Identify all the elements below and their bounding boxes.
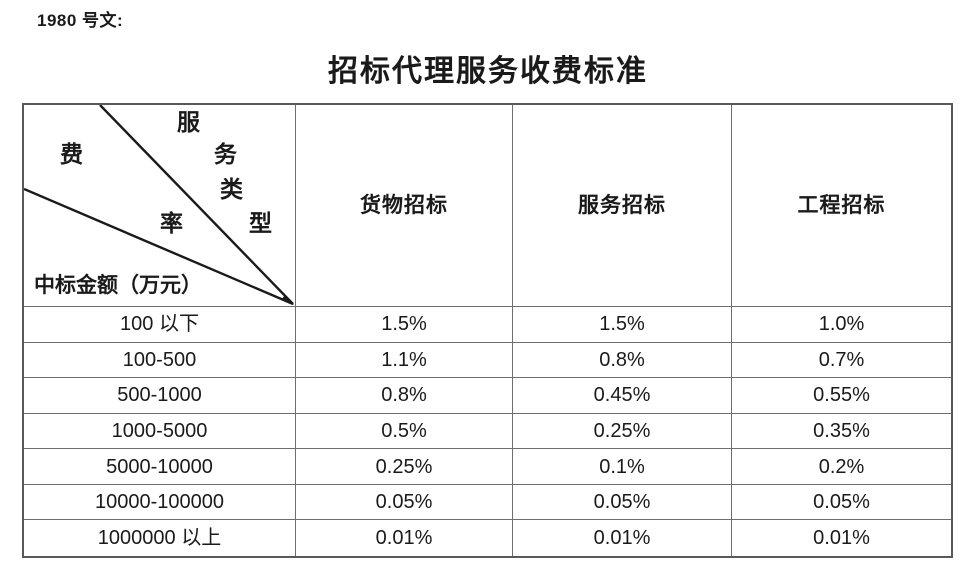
row-amount-range: 1000-5000: [24, 413, 296, 450]
column-header-engineering-bidding: 工程招标: [732, 105, 951, 307]
row-amount-range: 100-500: [24, 342, 296, 379]
rate-service: 0.8%: [513, 342, 732, 379]
rate-engineering: 0.55%: [732, 378, 951, 414]
corner-label-fee-rate-char: 率: [160, 211, 183, 236]
column-header-service-bidding: 服务招标: [513, 105, 732, 307]
column-header-goods-bidding: 货物招标: [296, 105, 513, 307]
corner-label-service-type-char: 型: [249, 211, 272, 236]
corner-label-service-type-char: 务: [214, 142, 237, 167]
rate-goods: 0.5%: [296, 413, 513, 450]
corner-label-service-type-char: 类: [220, 177, 243, 202]
rate-service: 0.45%: [513, 378, 732, 414]
fee-standard-table: 服 务 类 型 费 率 中标金额（万元） 货物招标 服务招标 工程招标 100 …: [22, 103, 953, 558]
corner-label-bid-amount: 中标金额（万元）: [34, 273, 202, 297]
rate-service: 0.25%: [513, 413, 732, 450]
rate-goods: 0.05%: [296, 484, 513, 521]
rate-engineering: 0.35%: [732, 414, 951, 450]
rate-goods: 0.01%: [296, 520, 513, 556]
corner-label-service-type-char: 服: [177, 110, 200, 135]
row-amount-range: 10000-100000: [24, 484, 296, 521]
row-amount-range: 1000000 以上: [24, 520, 296, 556]
row-amount-range: 5000-10000: [24, 449, 296, 485]
corner-label-fee-rate-char: 费: [60, 142, 83, 167]
row-amount-range: 100 以下: [24, 307, 296, 343]
table-corner-diagonal-cell: 服 务 类 型 费 率 中标金额（万元）: [24, 105, 296, 307]
rate-service: 0.01%: [513, 520, 732, 556]
rate-service: 1.5%: [513, 307, 732, 343]
document-number-label: 1980 号文:: [37, 11, 124, 30]
rate-goods: 0.8%: [296, 378, 513, 414]
rate-engineering: 0.05%: [732, 485, 951, 521]
rate-engineering: 0.7%: [732, 343, 951, 379]
rate-engineering: 0.2%: [732, 449, 951, 485]
rate-engineering: 0.01%: [813, 527, 870, 550]
diagonal-divider-lines: [24, 105, 294, 306]
rate-engineering: 1.0%: [732, 307, 951, 343]
diagonal-arrowhead: [281, 295, 294, 305]
page-title: 招标代理服务收费标准: [328, 55, 648, 88]
rate-goods: 1.5%: [296, 307, 513, 343]
rate-goods: 0.25%: [296, 449, 513, 485]
row-amount-range: 500-1000: [24, 378, 296, 414]
rate-service: 0.1%: [513, 449, 732, 485]
rate-service: 0.05%: [513, 484, 732, 521]
rate-goods: 1.1%: [296, 342, 513, 379]
